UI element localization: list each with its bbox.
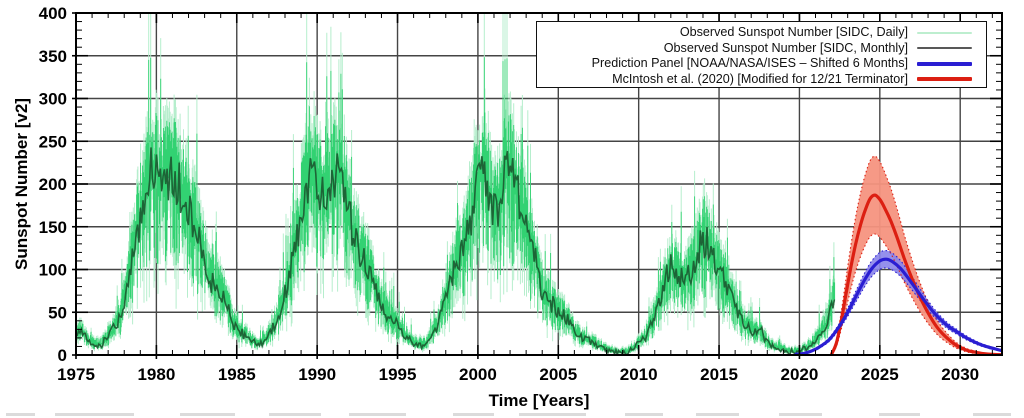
mcintosh-uncertainty-band bbox=[831, 156, 1002, 355]
artifact-dash bbox=[518, 413, 587, 416]
x-tick-label: 2020 bbox=[781, 365, 819, 384]
legend-label: Observed Sunspot Number [SIDC, Monthly] bbox=[663, 40, 908, 55]
x-axis-title: Time [Years] bbox=[488, 391, 590, 410]
artifact-dash bbox=[879, 413, 921, 416]
artifact-dash bbox=[349, 413, 406, 416]
tick-labels: 1975 1980 1985 1990 1995 2000 2005 2010 2015 2020… bbox=[39, 4, 979, 384]
prediction-panel-line bbox=[794, 257, 1002, 355]
legend-item-2: Prediction Panel [NOAA/NASA/ISES – Shift… bbox=[537, 56, 986, 72]
artifact-dash bbox=[696, 413, 740, 416]
artifact-dash bbox=[6, 413, 35, 416]
x-tick-label: 1980 bbox=[137, 365, 175, 384]
observed-monthly-series bbox=[76, 147, 836, 355]
x-tick-label: 2025 bbox=[861, 365, 899, 384]
axes-frame bbox=[72, 12, 1003, 359]
x-tick-label: 1995 bbox=[379, 365, 417, 384]
legend-color-swatch bbox=[917, 31, 972, 34]
legend-label: McIntosh et al. (2020) [Modified for 12/… bbox=[612, 71, 908, 86]
legend-label: Observed Sunspot Number [SIDC, Daily] bbox=[679, 25, 908, 40]
artifact-dash bbox=[55, 413, 134, 416]
x-tick-label: 2010 bbox=[620, 365, 658, 384]
x-tick-label: 1975 bbox=[57, 365, 95, 384]
chart-legend: Observed Sunspot Number [SIDC, Daily] Obs… bbox=[536, 21, 987, 88]
y-tick-label: 400 bbox=[39, 4, 67, 23]
legend-color-swatch bbox=[917, 77, 972, 82]
legend-label: Prediction Panel [NOAA/NASA/ISES – Shift… bbox=[591, 56, 908, 71]
x-tick-label: 2000 bbox=[459, 365, 497, 384]
artifact-dash bbox=[269, 413, 322, 416]
plot-data bbox=[76, 13, 1002, 355]
mcintosh_2020-band-edge bbox=[831, 155, 1002, 355]
y-tick-label: 150 bbox=[39, 218, 67, 237]
mcintosh-prediction-line bbox=[830, 193, 1002, 355]
x-tick-label: 1985 bbox=[218, 365, 256, 384]
y-tick-label: 350 bbox=[39, 47, 67, 66]
legend-item-3: McIntosh et al. (2020) [Modified for 12/… bbox=[537, 72, 986, 88]
x-tick-label: 2015 bbox=[700, 365, 738, 384]
artifact-dash bbox=[778, 413, 823, 416]
y-tick-label: 250 bbox=[39, 132, 67, 151]
x-tick-label: 2030 bbox=[941, 365, 979, 384]
y-tick-label: 0 bbox=[58, 346, 67, 365]
cropped-next-row-artifact bbox=[0, 412, 1024, 418]
artifact-dash bbox=[179, 413, 235, 416]
y-tick-label: 50 bbox=[48, 303, 67, 322]
y-tick-label: 300 bbox=[39, 90, 67, 109]
y-tick-label: 200 bbox=[39, 175, 67, 194]
x-tick-label: 2005 bbox=[539, 365, 577, 384]
y-axis-title: Sunspot Number [v2] bbox=[12, 98, 31, 270]
legend-color-swatch bbox=[917, 61, 972, 66]
artifact-dash bbox=[625, 413, 664, 416]
y-tick-label: 100 bbox=[39, 261, 67, 280]
legend-item-0: Observed Sunspot Number [SIDC, Daily] bbox=[537, 25, 986, 41]
artifact-dash bbox=[452, 413, 495, 416]
x-tick-label: 1990 bbox=[298, 365, 336, 384]
legend-color-swatch bbox=[917, 47, 972, 50]
legend-item-1: Observed Sunspot Number [SIDC, Monthly] bbox=[537, 41, 986, 57]
artifact-dash bbox=[973, 413, 1012, 416]
